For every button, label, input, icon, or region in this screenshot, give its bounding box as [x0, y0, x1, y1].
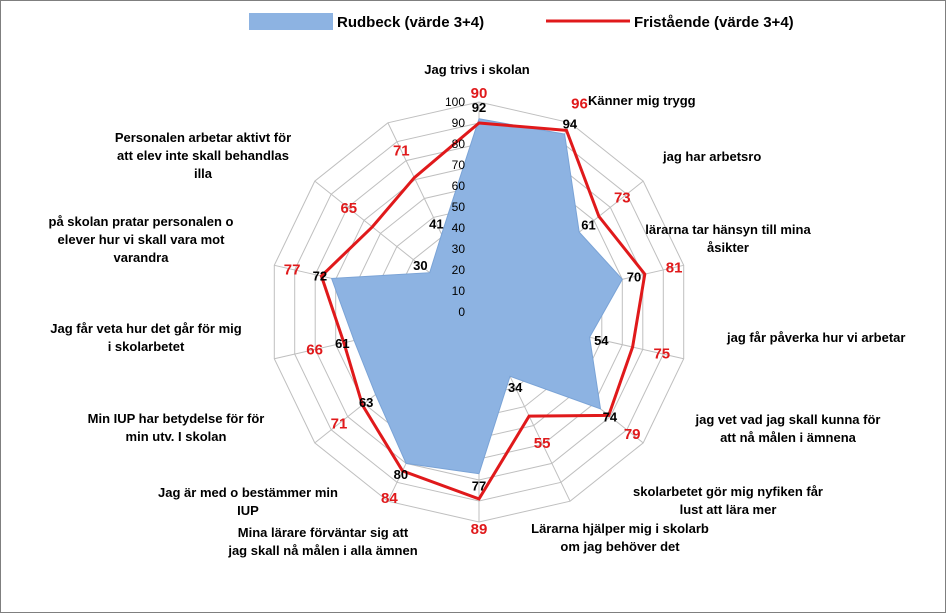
- tick-label: 60: [452, 179, 466, 193]
- series-fristaende-line: [319, 121, 647, 501]
- value-label-rudbeck: 30: [413, 258, 427, 273]
- value-label-fristaende: 89: [471, 521, 488, 538]
- series-rudbeck: [330, 118, 623, 475]
- category-label: Mina lärare förväntar sig att jag skall n…: [227, 525, 417, 558]
- value-label-fristaende: 96: [571, 95, 588, 112]
- rudbeck-value-labels: 92 94 61 70 54 74 34 77 80 63 61 72 30 41: [313, 100, 642, 494]
- tick-label: 0: [458, 305, 465, 319]
- value-label-rudbeck: 61: [335, 336, 349, 351]
- value-label-rudbeck: 77: [472, 479, 486, 494]
- category-label: skolarbetet gör mig nyfiken får lust att …: [633, 484, 823, 517]
- category-label: jag har arbetsro: [662, 149, 761, 164]
- value-label-fristaende: 73: [614, 190, 631, 207]
- value-label-fristaende: 71: [393, 143, 410, 160]
- category-labels: Jag trivs i skolan Känner mig trygg jag ha…: [49, 62, 906, 558]
- category-label: lärarna tar hänsyn till mina åsikter: [645, 222, 811, 255]
- legend: Rudbeck (värde 3+4) Fristående (värde 3+…: [249, 13, 794, 31]
- value-label-fristaende: 90: [471, 85, 488, 102]
- value-label-rudbeck: 80: [394, 467, 408, 482]
- category-label: Personalen arbetar aktivt för att elev in…: [115, 130, 291, 181]
- category-label: Min IUP har betydelse för för min utv. I …: [88, 411, 265, 444]
- fristaende-value-labels: 90 96 73 81 75 79 55 89 84 71 66 77 65 71: [284, 85, 683, 538]
- category-label: Jag trivs i skolan: [424, 62, 530, 77]
- value-label-fristaende: 66: [306, 342, 323, 359]
- value-label-fristaende: 75: [653, 346, 670, 363]
- category-label: Känner mig trygg: [588, 93, 696, 108]
- legend-label-rudbeck: Rudbeck (värde 3+4): [337, 14, 484, 31]
- value-label-rudbeck: 63: [359, 395, 373, 410]
- tick-label: 20: [452, 263, 466, 277]
- category-label: Lärarna hjälper mig i skolarb om jag behö…: [531, 521, 709, 554]
- series-rudbeck-area: [330, 118, 623, 475]
- value-label-fristaende: 84: [381, 490, 398, 507]
- tick-label: 50: [452, 200, 466, 214]
- tick-label: 90: [452, 116, 466, 130]
- value-label-fristaende: 79: [624, 426, 641, 443]
- value-label-fristaende: 55: [534, 435, 551, 452]
- value-label-rudbeck: 54: [594, 333, 609, 348]
- category-label: jag får påverka hur vi arbetar: [726, 330, 905, 345]
- legend-swatch-rudbeck: [249, 13, 333, 30]
- tick-label: 100: [445, 95, 465, 109]
- value-label-fristaende: 71: [331, 416, 348, 433]
- category-label: Jag är med o bestämmer min IUP: [158, 485, 338, 518]
- value-label-rudbeck: 74: [603, 409, 618, 424]
- category-label: jag vet vad jag skall kunna för att nå må…: [695, 412, 881, 445]
- category-label: på skolan pratar personalen o elever hur …: [49, 214, 234, 265]
- value-label-rudbeck: 94: [563, 116, 578, 131]
- radial-axis-ticks: 0 10 20 30 40 50 60 70 80 90 100: [445, 95, 465, 319]
- value-label-rudbeck: 34: [508, 380, 523, 395]
- category-label: Jag får veta hur det går för mig i skolar…: [50, 321, 241, 354]
- value-label-rudbeck: 72: [313, 269, 327, 284]
- tick-label: 30: [452, 242, 466, 256]
- value-label-fristaende: 65: [340, 200, 357, 217]
- value-label-rudbeck: 61: [581, 218, 595, 233]
- legend-label-fristaende: Fristående (värde 3+4): [634, 14, 794, 31]
- tick-label: 10: [452, 284, 466, 298]
- tick-label: 70: [452, 158, 466, 172]
- value-label-rudbeck: 92: [472, 100, 486, 115]
- value-label-rudbeck: 41: [429, 217, 443, 232]
- tick-label: 40: [452, 221, 466, 235]
- tick-label: 80: [452, 137, 466, 151]
- series-fristaende: [319, 121, 647, 501]
- value-label-rudbeck: 70: [627, 270, 641, 285]
- value-label-fristaende: 81: [666, 260, 683, 277]
- value-label-fristaende: 77: [284, 261, 301, 278]
